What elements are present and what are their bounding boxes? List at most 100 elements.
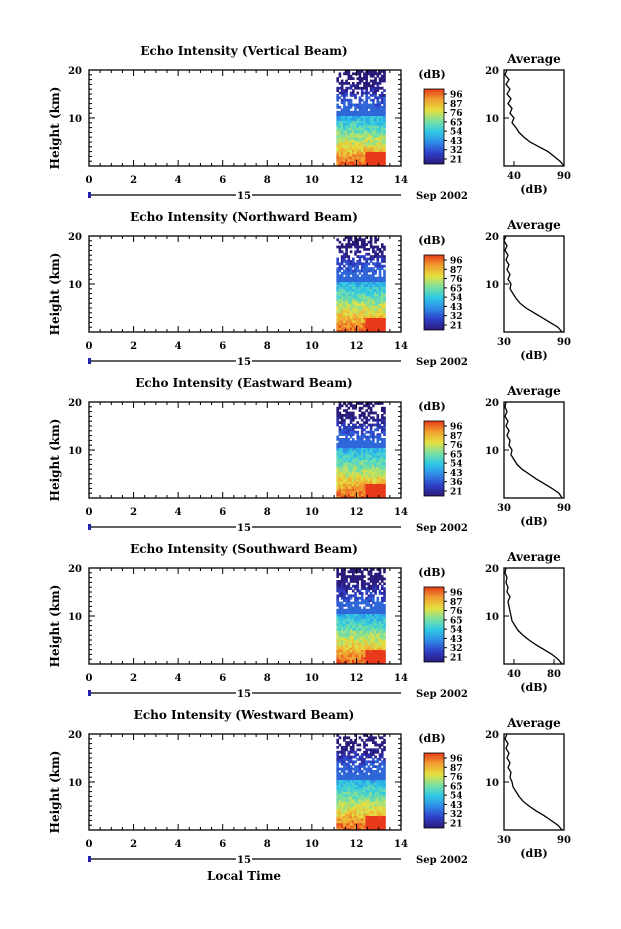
heatmap-cell — [354, 457, 357, 460]
heatmap-cell — [376, 620, 380, 624]
heatmap-cell — [356, 324, 360, 328]
heatmap-cell — [358, 293, 362, 297]
heatmap-cell — [349, 613, 353, 617]
heatmap-cell — [349, 640, 353, 643]
heatmap-cell — [369, 320, 373, 323]
heatmap-cell — [374, 252, 377, 256]
heatmap-cell — [363, 298, 366, 302]
heatmap-cell — [338, 452, 342, 456]
heatmap-cell — [378, 568, 382, 571]
heatmap-cell — [372, 483, 375, 487]
heatmap-cell — [351, 406, 355, 410]
heatmap-cell — [349, 106, 353, 109]
heatmap-cell — [338, 110, 342, 114]
heatmap-cell — [365, 262, 368, 266]
heatmap-cell — [380, 616, 384, 619]
heatmap-cell — [340, 488, 344, 492]
x-tick-label: 0 — [86, 673, 93, 684]
heatmap-cell — [360, 454, 364, 458]
heatmap-cell — [383, 154, 386, 157]
heatmap-cell — [372, 435, 375, 439]
heatmap-cell — [356, 308, 360, 311]
heatmap-cell — [356, 296, 360, 299]
heatmap-cell — [345, 743, 348, 747]
heatmap-cell — [336, 445, 339, 448]
heatmap-cell — [369, 269, 373, 273]
heatmap-cell — [383, 286, 386, 290]
heatmap-cell — [378, 490, 382, 494]
heatmap-cell — [351, 438, 355, 441]
heatmap-cell — [360, 801, 364, 804]
heatmap-cell — [365, 616, 368, 619]
heatmap-cell — [336, 464, 339, 468]
heatmap-cell — [367, 462, 371, 465]
x-tick-label: 6 — [219, 673, 226, 684]
heatmap-cell — [354, 110, 357, 114]
heatmap-cell — [338, 288, 342, 292]
heatmap-cell — [376, 488, 380, 492]
heatmap-cell — [372, 120, 375, 124]
heatmap-cell — [354, 144, 357, 148]
heatmap-cell — [351, 794, 355, 797]
heatmap-cell — [349, 616, 353, 619]
heatmap-cell — [367, 647, 371, 650]
heatmap-cell — [376, 149, 380, 152]
heatmap-cell — [358, 748, 362, 752]
heatmap-cell — [356, 440, 360, 444]
heatmap-cell — [360, 825, 364, 828]
heatmap-cell — [374, 481, 377, 484]
heatmap-cell — [358, 291, 362, 294]
heatmap-cell — [358, 765, 362, 768]
heatmap-cell — [340, 808, 344, 812]
heatmap-cell — [372, 827, 375, 831]
heatmap-cell — [336, 156, 339, 160]
heatmap-cell — [351, 144, 355, 148]
heatmap-cell — [367, 474, 371, 477]
heatmap-cell — [372, 654, 375, 658]
heatmap-cell — [336, 493, 339, 496]
heatmap-cell — [338, 106, 342, 109]
heatmap-cell — [354, 134, 357, 138]
heatmap-cell — [369, 322, 373, 326]
heatmap-cell — [340, 132, 344, 136]
heatmap-cell — [383, 158, 386, 162]
heatmap-cell — [345, 151, 348, 155]
heatmap-cell — [372, 613, 375, 617]
heatmap-cell — [345, 245, 348, 249]
heatmap-cell — [380, 426, 384, 429]
heatmap-cell — [349, 110, 353, 114]
heatmap-cell — [358, 72, 362, 76]
heatmap-cell — [369, 310, 373, 314]
heatmap-cell — [358, 810, 362, 814]
heatmap-cell — [338, 315, 342, 318]
heatmap-cell — [376, 329, 380, 333]
avg-y-tick-label: 10 — [485, 612, 499, 623]
heatmap-cell — [380, 113, 384, 116]
heatmap-cell — [338, 818, 342, 821]
heatmap-cell — [360, 310, 364, 314]
heatmap-cell — [343, 293, 346, 297]
heatmap-cell — [365, 644, 368, 648]
colorbar-tick-label: 43 — [450, 469, 463, 479]
heatmap-cell — [367, 760, 371, 764]
heatmap-cell — [376, 659, 380, 662]
heatmap-cell — [354, 245, 357, 249]
heatmap-cell — [338, 654, 342, 658]
heatmap-cell — [380, 798, 384, 802]
heatmap-cell — [363, 82, 366, 85]
heatmap-cell — [338, 406, 342, 410]
heatmap-cell — [372, 762, 375, 766]
heatmap-cell — [360, 803, 364, 807]
heatmap-cell — [380, 445, 384, 448]
heatmap-cell — [351, 462, 355, 465]
heatmap-cell — [378, 127, 382, 131]
heatmap-cell — [349, 440, 353, 444]
heatmap-cell — [367, 317, 371, 321]
heatmap-cell — [349, 469, 353, 472]
heatmap-cell — [354, 820, 357, 824]
heatmap-cell — [374, 281, 377, 285]
heatmap-cell — [374, 308, 377, 311]
heatmap-cell — [367, 613, 371, 617]
heatmap-cell — [354, 288, 357, 292]
